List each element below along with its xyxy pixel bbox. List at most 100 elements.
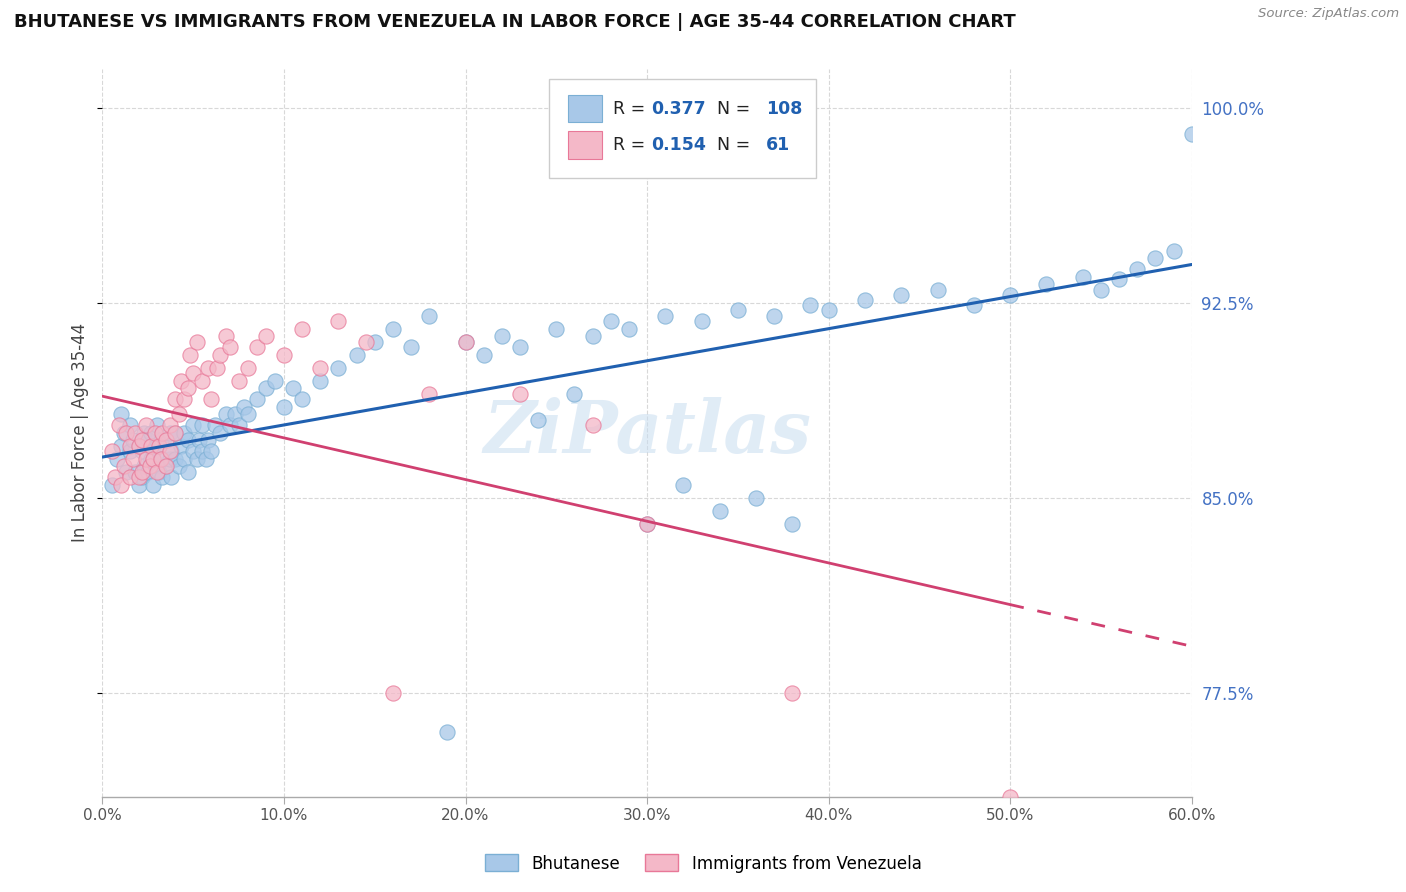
Point	[146, 439, 169, 453]
Point	[118, 417, 141, 432]
Point	[146, 465, 169, 479]
Point	[215, 408, 238, 422]
Point	[167, 459, 190, 474]
Point	[142, 477, 165, 491]
Point	[141, 439, 163, 453]
Point	[110, 439, 132, 453]
Point	[124, 425, 146, 440]
Point	[636, 516, 658, 531]
Point	[617, 321, 640, 335]
Point	[291, 392, 314, 406]
Point	[124, 465, 146, 479]
Point	[191, 374, 214, 388]
Point	[104, 470, 127, 484]
Point	[128, 470, 150, 484]
Point	[817, 303, 839, 318]
Point	[273, 348, 295, 362]
Point	[927, 283, 949, 297]
Y-axis label: In Labor Force | Age 35-44: In Labor Force | Age 35-44	[72, 323, 89, 542]
Point	[112, 459, 135, 474]
Point	[727, 303, 749, 318]
Point	[159, 443, 181, 458]
Point	[346, 348, 368, 362]
Bar	[568, 131, 602, 159]
Point	[200, 443, 222, 458]
Point	[122, 451, 145, 466]
Point	[122, 434, 145, 448]
Point	[142, 451, 165, 466]
Point	[118, 439, 141, 453]
Point	[246, 340, 269, 354]
Point	[141, 425, 163, 440]
Point	[177, 465, 200, 479]
Point	[998, 287, 1021, 301]
Point	[472, 348, 495, 362]
Point	[454, 334, 477, 349]
Point	[328, 360, 350, 375]
Point	[246, 392, 269, 406]
Point	[105, 451, 128, 466]
Point	[236, 408, 259, 422]
Point	[273, 400, 295, 414]
Point	[155, 459, 177, 474]
Text: Source: ZipAtlas.com: Source: ZipAtlas.com	[1258, 7, 1399, 21]
Point	[131, 470, 153, 484]
Point	[100, 443, 122, 458]
Point	[141, 451, 163, 466]
Point	[179, 348, 201, 362]
Legend: Bhutanese, Immigrants from Venezuela: Bhutanese, Immigrants from Venezuela	[478, 847, 928, 880]
Point	[527, 412, 550, 426]
Point	[215, 329, 238, 343]
Point	[107, 417, 129, 432]
Point	[228, 374, 250, 388]
Point	[763, 309, 786, 323]
Point	[128, 439, 150, 453]
Point	[546, 321, 568, 335]
Point	[564, 386, 586, 401]
Point	[191, 417, 214, 432]
Point	[1163, 244, 1185, 258]
Point	[110, 408, 132, 422]
Point	[173, 425, 195, 440]
Point	[118, 470, 141, 484]
Point	[187, 434, 209, 448]
Point	[491, 329, 513, 343]
Point	[197, 434, 219, 448]
Bar	[568, 95, 602, 122]
Point	[134, 459, 156, 474]
Point	[100, 477, 122, 491]
Point	[233, 400, 256, 414]
Point	[354, 334, 377, 349]
Point	[181, 366, 204, 380]
Text: R =: R =	[613, 136, 651, 154]
Point	[128, 439, 150, 453]
Point	[169, 374, 191, 388]
Point	[128, 477, 150, 491]
Point	[112, 425, 135, 440]
Point	[1126, 261, 1149, 276]
Point	[115, 425, 138, 440]
Point	[177, 381, 200, 395]
Point	[236, 360, 259, 375]
Point	[204, 417, 226, 432]
Point	[148, 465, 170, 479]
Text: N =: N =	[706, 136, 755, 154]
Point	[194, 451, 217, 466]
Point	[399, 340, 422, 354]
Point	[148, 439, 170, 453]
Text: N =: N =	[706, 100, 755, 118]
Point	[1035, 277, 1057, 292]
Point	[160, 443, 183, 458]
Point	[364, 334, 387, 349]
Point	[218, 417, 240, 432]
Point	[264, 374, 287, 388]
Point	[709, 503, 731, 517]
Point	[191, 443, 214, 458]
Point	[165, 425, 187, 440]
Point	[328, 314, 350, 328]
Point	[1090, 283, 1112, 297]
Point	[224, 408, 246, 422]
Point	[181, 443, 204, 458]
Point	[143, 425, 166, 440]
Point	[146, 459, 169, 474]
